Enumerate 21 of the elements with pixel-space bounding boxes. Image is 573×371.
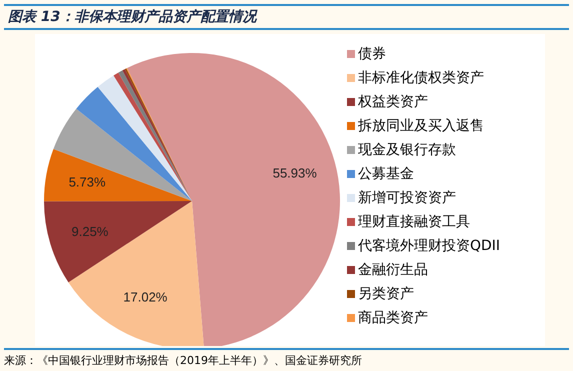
pie-slice <box>44 149 192 202</box>
legend-label: 债券 <box>358 45 386 63</box>
legend-label: 公募基金 <box>358 165 414 183</box>
legend-label: 拆放同业及买入返售 <box>358 117 484 135</box>
pie-slice <box>44 201 192 282</box>
pie-slice <box>53 108 192 201</box>
legend-label: 代客境外理财投资QDII <box>358 237 500 255</box>
source-note: 来源：《中国银行业理财市场报告（2019年上半年）》、国金证券研究所 <box>4 354 362 367</box>
legend-label: 现金及银行存款 <box>358 141 456 159</box>
legend-label: 新增可投资资产 <box>358 189 456 207</box>
legend-label: 非标准化债权类资产 <box>358 69 484 87</box>
chart-title: 图表 13：非保本理财产品资产配置情况 <box>4 4 569 30</box>
legend-label: 权益类资产 <box>358 93 428 111</box>
legend-label: 金融衍生品 <box>358 261 428 279</box>
data-label: 9.25% <box>72 224 109 240</box>
legend-label: 另类资产 <box>358 285 414 303</box>
data-label: 55.93% <box>272 165 318 180</box>
legend-label: 理财直接融资工具 <box>358 213 470 231</box>
data-label: 5.73% <box>68 174 106 190</box>
legend-label: 商品类资产 <box>358 309 428 327</box>
data-label: 17.02% <box>123 289 168 304</box>
